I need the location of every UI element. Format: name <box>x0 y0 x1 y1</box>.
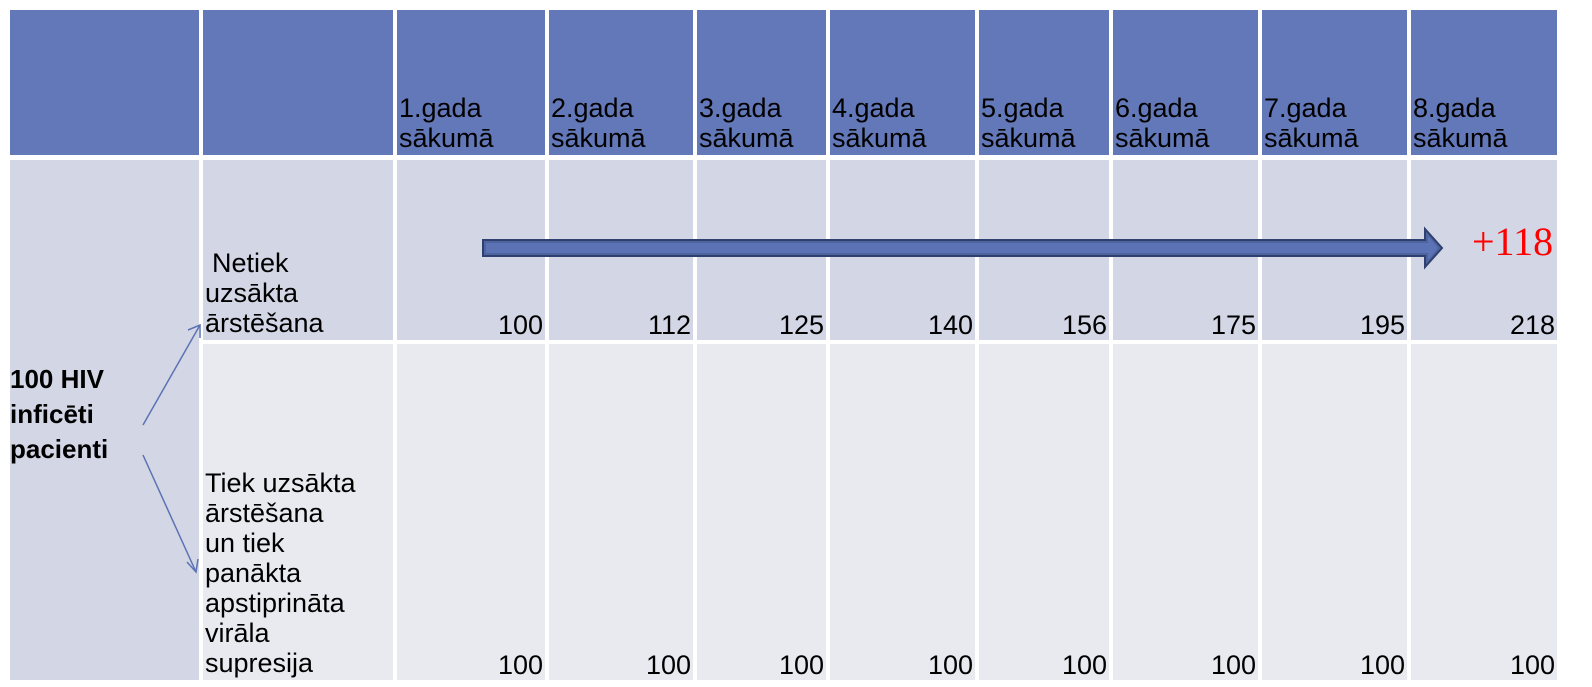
value-cell: 100 <box>1411 344 1557 680</box>
branch-line <box>142 454 197 573</box>
header-cell: 4.gada sākumā <box>830 10 975 155</box>
group-label-line: inficēti <box>10 399 94 429</box>
value-cell: 100 <box>830 344 975 680</box>
header-cell: 8.gada sākumā <box>1411 10 1557 155</box>
row-label-line: virāla <box>205 618 270 648</box>
value-cell: 100 <box>697 344 826 680</box>
group-label-line: pacienti <box>10 434 109 464</box>
header-cell: 5.gada sākumā <box>979 10 1109 155</box>
group-label: 100 HIV inficēti pacienti <box>10 362 108 467</box>
header-cell: 6.gada sākumā <box>1113 10 1258 155</box>
row-label-line: apstiprināta <box>205 588 345 618</box>
annotation: +118 <box>1472 219 1554 264</box>
row-label-line: un tiek <box>205 528 285 558</box>
row-label-line: ārstēšana <box>205 308 324 338</box>
header-cell: 3.gada sākumā <box>697 10 826 155</box>
group-label-line: 100 HIV <box>10 364 104 394</box>
row-label-line: uzsākta <box>205 278 299 308</box>
group-cell <box>10 160 199 680</box>
header-cell: 7.gada sākumā <box>1262 10 1407 155</box>
header-cell: 2.gada sākumā <box>549 10 693 155</box>
value-cell: 100 <box>549 344 693 680</box>
row-label: Tiek uzsākta ārstēšana un tiek panākta apsti… <box>203 344 393 680</box>
value-cell: 100 <box>979 344 1109 680</box>
row-label-line: ārstēšana <box>205 498 324 528</box>
row-label-line: supresija <box>205 648 314 678</box>
row-label-line: panākta <box>205 558 302 588</box>
growth-arrow-inner <box>486 236 1438 260</box>
value-cell: 100 <box>397 344 545 680</box>
branch-head <box>187 323 201 338</box>
header-cell <box>10 10 199 155</box>
row-label-line: Netiek <box>212 248 289 278</box>
value-cell: 100 <box>1113 344 1258 680</box>
value-cell: 100 <box>1262 344 1407 680</box>
branch-head <box>186 558 199 574</box>
row-label: Netiek uzsākta ārstēšana <box>203 160 393 340</box>
header-cell <box>203 10 393 155</box>
branch-line <box>142 324 201 426</box>
row-label-line: Tiek uzsākta <box>205 468 356 498</box>
header-cell: 1.gada sākumā <box>397 10 545 155</box>
